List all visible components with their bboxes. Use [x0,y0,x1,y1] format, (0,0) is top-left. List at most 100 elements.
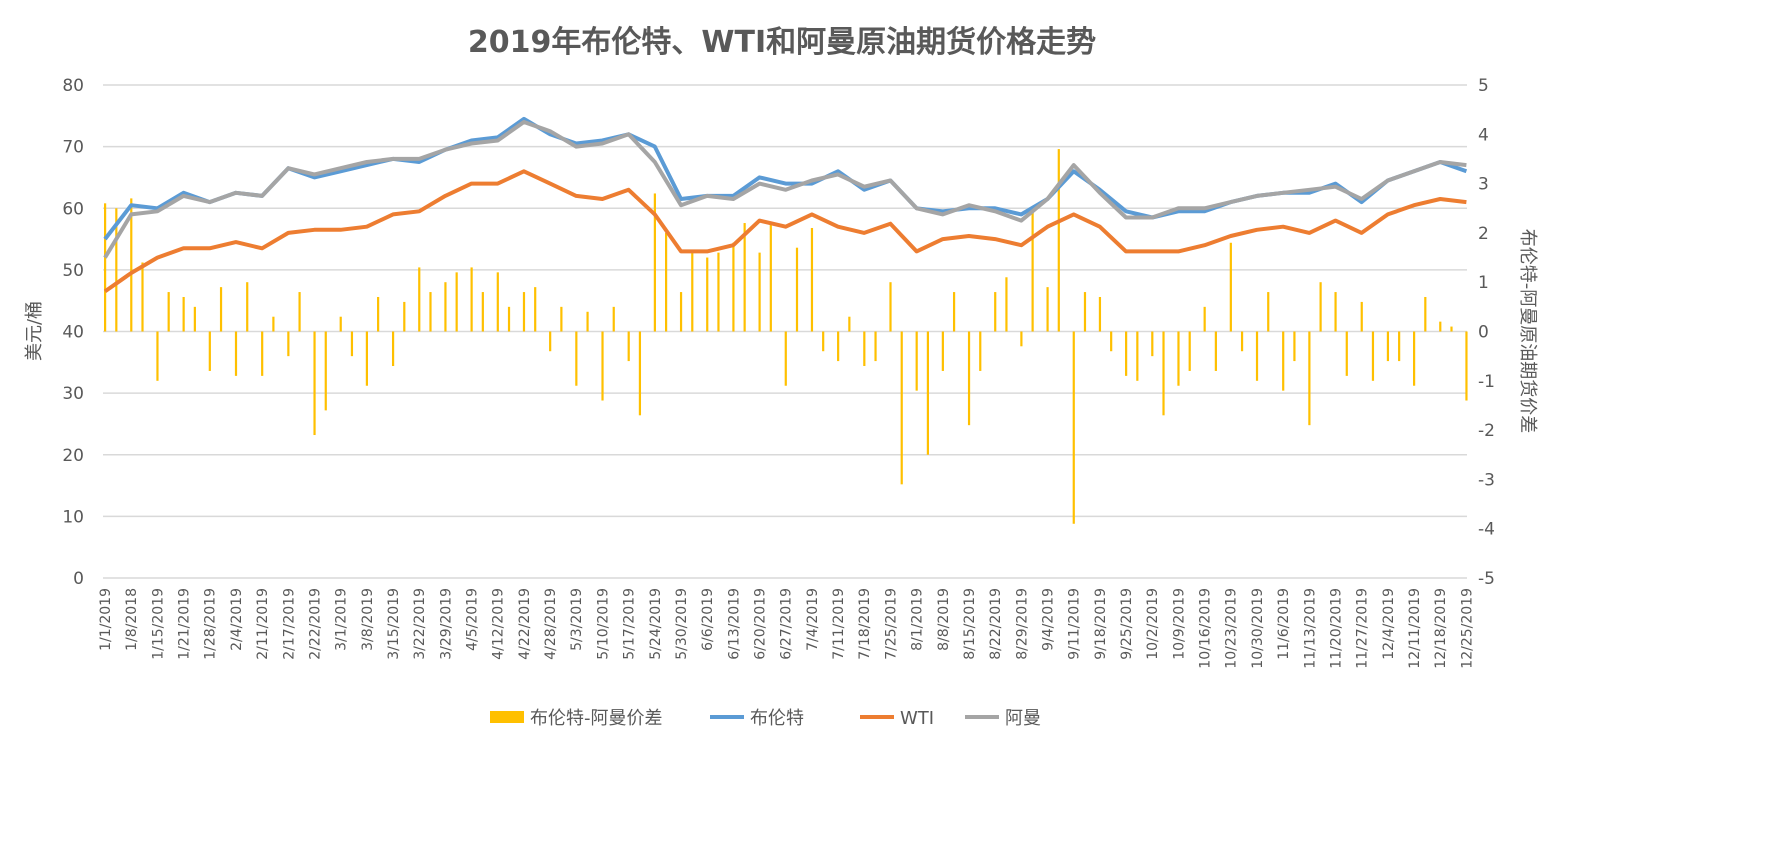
x-tick-label: 4/22/2019 [517,588,533,660]
spread-bar [942,332,944,371]
legend-swatch-spread [490,711,524,723]
spread-bar [392,332,394,367]
spread-bar [1241,332,1243,352]
spread-bar [298,292,300,331]
spread-bar [1073,332,1075,524]
x-tick-label: 4/12/2019 [491,588,507,660]
x-tick-label: 4/28/2019 [543,588,559,660]
x-tick-label: 8/8/2019 [936,588,952,651]
x-tick-label: 7/4/2019 [805,588,821,651]
x-tick-label: 3/8/2019 [360,588,376,651]
spread-bar [1151,332,1153,357]
spread-bar [1162,332,1164,416]
x-tick-label: 12/18/2019 [1433,588,1449,669]
price-lines [105,119,1466,292]
spread-bar [1215,332,1217,371]
x-tick-label: 6/13/2019 [726,588,742,660]
spread-bar [1387,332,1389,362]
spread-bar [1267,292,1269,331]
spread-bar [1308,332,1310,426]
spread-bar [482,292,484,331]
x-tick-label: 6/20/2019 [753,588,769,660]
spread-bar [994,292,996,331]
line-brent [105,119,1466,239]
spread-bar [1361,302,1363,332]
chart-title: 2019年布伦特、WTI和阿曼原油期货价格走势 [468,25,1096,60]
x-tick-label: 7/18/2019 [857,588,873,660]
spread-bar [272,317,274,332]
spread-bar [1032,208,1034,331]
x-tick-label: 10/2/2019 [1145,588,1161,660]
spread-bar [953,292,955,331]
spread-bar [220,287,222,331]
right-tick-label: 5 [1478,76,1489,96]
x-tick-label: 12/4/2019 [1381,588,1397,660]
x-tick-label: 11/27/2019 [1355,588,1371,669]
x-tick-label: 12/25/2019 [1459,588,1475,669]
x-tick-label: 2/4/2019 [229,588,245,651]
spread-bar [261,332,263,376]
x-tick-label: 1/28/2019 [203,588,219,660]
spread-bar [874,332,876,362]
x-tick-label: 3/15/2019 [386,588,402,660]
spread-bar [549,332,551,352]
spread-bar [444,282,446,331]
spread-bar [889,282,891,331]
x-tick-label: 8/22/2019 [988,588,1004,660]
x-tick-label: 1/15/2019 [150,588,166,660]
legend-label: 阿曼 [1005,708,1041,729]
left-tick-label: 60 [62,199,84,219]
spread-bar [1230,243,1232,332]
spread-bar [183,297,185,332]
legend-label: 布伦特-阿曼价差 [530,708,663,729]
legend-label: WTI [900,708,934,729]
right-tick-label: 1 [1478,273,1489,293]
x-tick-label: 9/18/2019 [1093,588,1109,660]
spread-bar [770,223,772,331]
left-tick-label: 0 [73,569,84,589]
spread-bar [848,317,850,332]
x-tick-label: 2/17/2019 [281,588,297,660]
left-axis-title: 美元/桶 [24,301,45,361]
spread-bars [104,149,1468,524]
spread-bar [1334,292,1336,331]
spread-bar [744,223,746,331]
spread-bar [429,292,431,331]
spread-bar [340,317,342,332]
spread-bar [377,297,379,332]
spread-bar [1282,332,1284,391]
x-tick-label: 10/9/2019 [1171,588,1187,660]
x-tick-label: 4/5/2019 [465,588,481,651]
spread-bar [717,253,719,332]
left-tick-label: 40 [62,323,84,343]
left-tick-label: 70 [62,138,84,158]
x-tick-label: 6/27/2019 [779,588,795,660]
spread-bar [601,332,603,401]
spread-bar [1204,307,1206,332]
x-tick-label: 11/20/2019 [1328,588,1344,669]
left-tick-label: 80 [62,76,84,96]
spread-bar [575,332,577,386]
spread-bar [706,258,708,332]
spread-bar [811,228,813,332]
spread-bar [351,332,353,357]
spread-bar [1372,332,1374,381]
spread-bar [1439,322,1441,332]
right-tick-label: -3 [1478,470,1495,490]
spread-bar [1293,332,1295,362]
spread-bar [560,307,562,332]
spread-bar [523,292,525,331]
spread-bar [796,248,798,332]
x-tick-label: 10/23/2019 [1224,588,1240,669]
spread-bar [1110,332,1112,352]
spread-bar [901,332,903,485]
spread-bar [366,332,368,386]
x-tick-label: 3/1/2019 [334,588,350,651]
x-tick-label: 8/15/2019 [962,588,978,660]
x-tick-label: 1/21/2019 [177,588,193,660]
x-tick-label: 2/22/2019 [307,588,323,660]
x-tick-label: 3/22/2019 [412,588,428,660]
